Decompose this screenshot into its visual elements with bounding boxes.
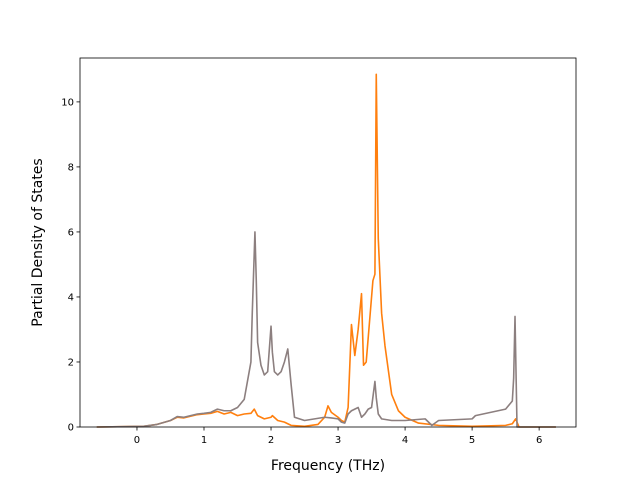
y-tick-label: 0 [68, 423, 74, 434]
x-axis: 0 1 2 3 4 5 6 [134, 427, 542, 446]
y-tick-label: 8 [68, 162, 74, 173]
y-tick-label: 10 [61, 97, 74, 108]
x-tick-label: 4 [402, 435, 408, 446]
x-tick-label: 5 [469, 435, 475, 446]
y-tick-label: 6 [68, 227, 74, 238]
plot-frame [79, 57, 577, 428]
x-axis-label: Frequency (THz) [271, 458, 385, 474]
x-tick-label: 0 [134, 435, 140, 446]
x-tick-label: 6 [536, 435, 542, 446]
y-tick-label: 2 [68, 357, 74, 368]
y-tick-label: 4 [68, 292, 74, 303]
x-tick-label: 3 [335, 435, 341, 446]
x-tick-label: 2 [268, 435, 274, 446]
series-line-2 [96, 231, 556, 428]
series-layer [96, 73, 556, 428]
series-line-1 [96, 73, 556, 428]
y-axis: 0 2 4 6 8 10 [61, 97, 80, 434]
x-tick-label: 1 [201, 435, 207, 446]
y-axis-label: Partial Density of States [30, 158, 46, 326]
